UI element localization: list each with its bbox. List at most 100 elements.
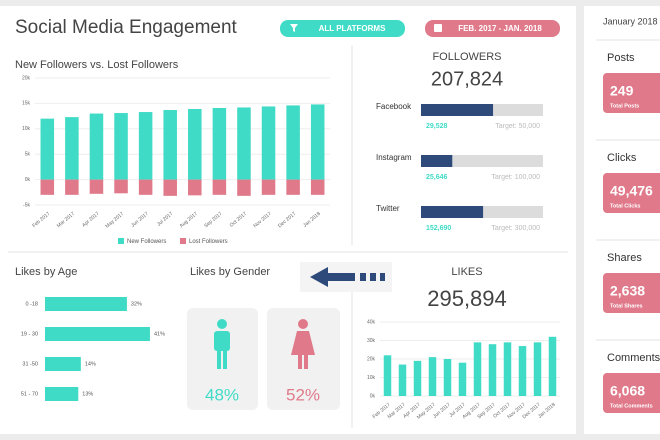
y-tick-label: 0k [25, 177, 31, 183]
arrow-dash [380, 273, 385, 281]
bar [458, 362, 467, 396]
bar [45, 357, 81, 371]
title: Social Media Engagement [15, 17, 238, 38]
kpi-caption: Total Posts [610, 103, 639, 109]
chart-title: Likes by Age [15, 266, 77, 278]
y-tick-label: 19 - 30 [21, 331, 38, 337]
bar [383, 355, 392, 396]
card-title: Comments [607, 352, 660, 364]
legend-swatch [118, 238, 124, 244]
y-tick-label: 40k [367, 319, 376, 325]
value-label: 14% [85, 361, 96, 367]
female-icon [291, 319, 315, 369]
likes-title: LIKES [451, 266, 482, 278]
bar [188, 108, 202, 180]
bar [310, 179, 325, 195]
value-label: 32% [131, 301, 142, 307]
y-tick-label: 15k [22, 101, 31, 107]
filter-label[interactable]: ALL PLATFORMS [319, 24, 386, 33]
platform-value: 152,690 [426, 225, 451, 232]
likes-total: 295,894 [427, 286, 507, 311]
y-tick-label: 0k [370, 393, 376, 399]
kpi-card [603, 373, 660, 413]
y-tick-label: 20k [22, 75, 31, 81]
legend-label: New Followers [127, 239, 166, 245]
y-tick-label: 10k [367, 375, 376, 381]
bar [65, 179, 79, 195]
bar [45, 327, 150, 341]
bar [163, 179, 177, 196]
gender-card [187, 308, 258, 410]
bar [310, 104, 325, 180]
date-button[interactable] [425, 20, 560, 37]
bar [548, 336, 557, 396]
bar [138, 112, 153, 180]
bar [428, 357, 437, 396]
platform-target: Target: 300,000 [491, 225, 540, 232]
male-share: 48% [205, 385, 239, 404]
progress-bar [421, 155, 453, 167]
bar [40, 179, 55, 195]
card-title: Shares [607, 252, 642, 264]
platform-name: Instagram [376, 153, 412, 162]
progress-bar [421, 104, 494, 116]
filter-icon [290, 24, 298, 32]
bar [261, 106, 276, 180]
arrow-dash [360, 273, 366, 281]
bar [65, 117, 79, 180]
bar [188, 179, 202, 196]
platform-target: Target: 50,000 [495, 123, 540, 130]
bar [473, 342, 482, 396]
bar [533, 342, 542, 396]
bar [40, 118, 55, 180]
gender-title: Likes by Gender [190, 266, 270, 278]
sidebar-panel [584, 6, 660, 434]
bar [398, 364, 407, 396]
y-tick-label: 31 -50 [22, 361, 38, 367]
kpi-value: 2,638 [610, 283, 645, 299]
calendar-icon [434, 24, 442, 32]
progress-bar [421, 206, 484, 218]
female-share: 52% [286, 385, 320, 404]
y-tick-label: -5k [23, 202, 30, 208]
platform-value: 29,528 [426, 123, 448, 130]
kpi-card [603, 273, 660, 313]
bar [114, 179, 128, 194]
bar [237, 179, 251, 196]
filter-button[interactable] [280, 20, 405, 37]
chart-title: New Followers vs. Lost Followers [15, 59, 179, 71]
bar [45, 387, 79, 401]
platform-name: Twitter [376, 204, 400, 213]
kpi-card [603, 173, 660, 213]
platform-target: Target: 100,000 [491, 174, 540, 181]
bar [518, 346, 527, 396]
platform-name: Facebook [376, 102, 412, 111]
kpi-value: 6,068 [610, 383, 645, 399]
platform-value: 25,646 [426, 174, 448, 181]
sidebar-month: January 2018 [603, 16, 658, 26]
kpi-card [603, 73, 660, 113]
bar [212, 179, 227, 195]
y-tick-label: 20k [367, 356, 376, 362]
arrow [310, 267, 355, 287]
bar [488, 344, 497, 396]
bar [89, 113, 104, 180]
kpi-value: 49,476 [610, 183, 653, 199]
date-label[interactable]: FEB. 2017 - JAN. 2018 [458, 24, 542, 33]
kpi-caption: Total Comments [610, 403, 653, 409]
y-tick-label: 5k [25, 152, 31, 158]
y-tick-label: 0 -18 [25, 301, 38, 307]
bar [138, 179, 153, 195]
value-label: 41% [154, 331, 165, 337]
bar [443, 359, 452, 396]
y-tick-label: 10k [22, 126, 31, 132]
bar [45, 297, 127, 311]
y-tick-label: 51 - 70 [21, 391, 38, 397]
bar [261, 179, 276, 195]
followers-total: 207,824 [431, 68, 503, 90]
bar [237, 107, 251, 180]
arrow-dash [370, 273, 376, 281]
bar [212, 107, 227, 180]
card-title: Posts [607, 52, 635, 64]
